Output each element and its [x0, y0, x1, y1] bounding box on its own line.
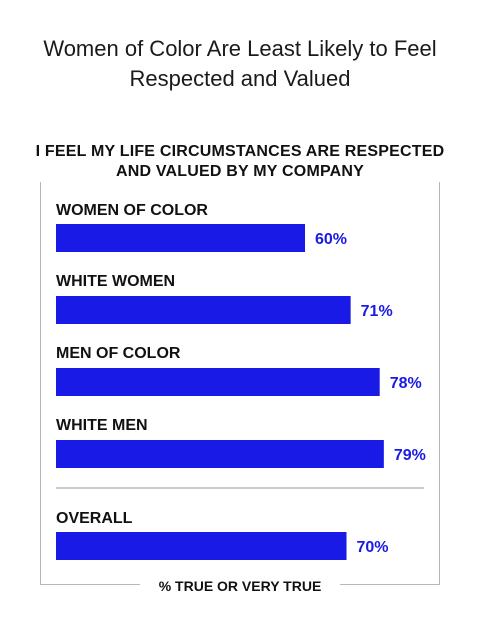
category-label-white-women: WHITE WOMEN [56, 273, 175, 290]
value-label-women-of-color: 60% [315, 231, 347, 248]
category-label-women-of-color: WOMEN OF COLOR [56, 202, 208, 219]
value-label-white-women: 71% [361, 303, 393, 320]
category-label-white-men: WHITE MEN [56, 417, 148, 434]
category-label-overall: OVERALL [56, 510, 133, 527]
bar-white-men [56, 440, 384, 468]
value-label-men-of-color: 78% [390, 375, 422, 392]
bar-men-of-color [56, 368, 380, 396]
category-label-men-of-color: MEN OF COLOR [56, 345, 181, 362]
value-label-white-men: 79% [394, 447, 426, 464]
value-label-overall: 70% [357, 539, 389, 556]
bar-overall [56, 532, 347, 560]
bar-white-women [56, 296, 351, 324]
bar-women-of-color [56, 224, 305, 252]
axis-label: % TRUE OR VERY TRUE [140, 576, 340, 596]
main-title: Women of Color Are Least Likely to Feel … [43, 36, 437, 91]
chart-title: I FEEL MY LIFE CIRCUMSTANCES ARE RESPECT… [30, 142, 450, 182]
